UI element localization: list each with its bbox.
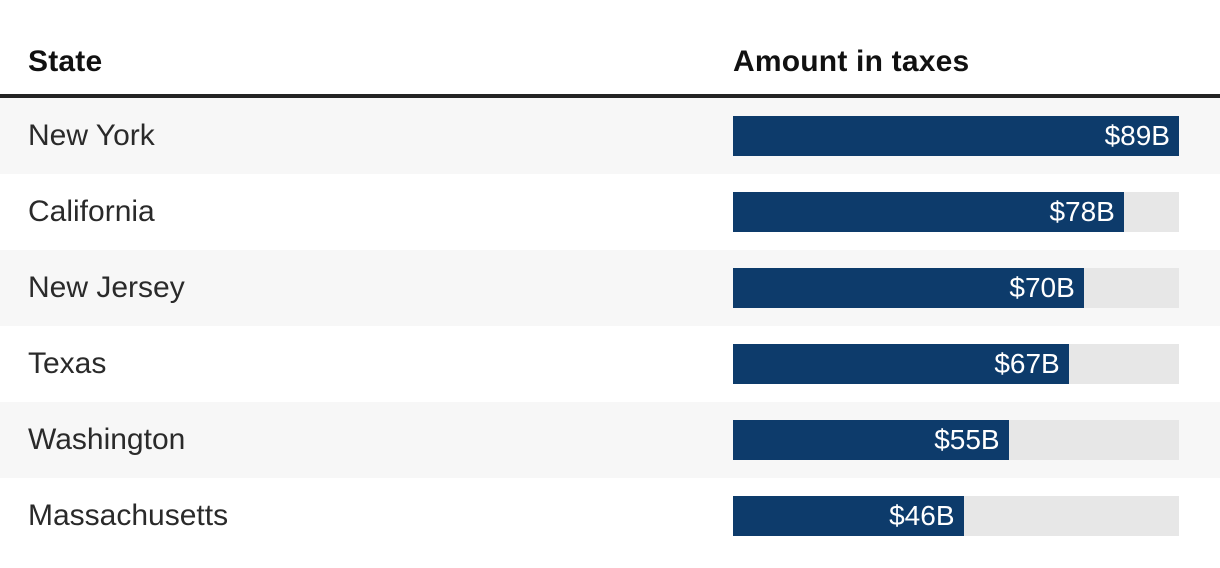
bar-fill: $70B xyxy=(733,268,1084,308)
table-row: Washington $55B xyxy=(0,402,1220,478)
bar-value-label: $46B xyxy=(889,500,955,531)
bar-track: $46B xyxy=(733,496,1179,536)
bar-track: $78B xyxy=(733,192,1179,232)
state-tax-table: State Amount in taxes New York $89B Cali… xyxy=(0,0,1220,554)
bar-track: $70B xyxy=(733,268,1179,308)
state-name: Washington xyxy=(28,423,186,456)
table-row: New Jersey $70B xyxy=(0,250,1220,326)
bar-fill: $78B xyxy=(733,192,1124,232)
bar-fill: $55B xyxy=(733,420,1009,460)
state-name: Massachusetts xyxy=(28,499,229,532)
column-header-amount: Amount in taxes xyxy=(733,45,970,78)
bar-track: $89B xyxy=(733,116,1179,156)
bar-fill: $67B xyxy=(733,344,1069,384)
state-name: Texas xyxy=(28,347,107,380)
table-row: Massachusetts $46B xyxy=(0,478,1220,554)
bar-value-label: $55B xyxy=(934,424,1000,455)
bar-fill: $89B xyxy=(733,116,1179,156)
bar-value-label: $70B xyxy=(1009,272,1075,303)
bar-value-label: $78B xyxy=(1049,196,1115,227)
table-row: Texas $67B xyxy=(0,326,1220,402)
state-name: New Jersey xyxy=(28,271,185,304)
state-name: New York xyxy=(28,119,155,152)
table-row: New York $89B xyxy=(0,98,1220,174)
bar-track: $67B xyxy=(733,344,1179,384)
state-name: California xyxy=(28,195,155,228)
bar-fill: $46B xyxy=(733,496,964,536)
column-header-state: State xyxy=(28,45,103,78)
bar-track: $55B xyxy=(733,420,1179,460)
bar-value-label: $67B xyxy=(994,348,1060,379)
table-header-row: State Amount in taxes xyxy=(0,0,1220,98)
table-row: California $78B xyxy=(0,174,1220,250)
bar-value-label: $89B xyxy=(1104,120,1170,151)
